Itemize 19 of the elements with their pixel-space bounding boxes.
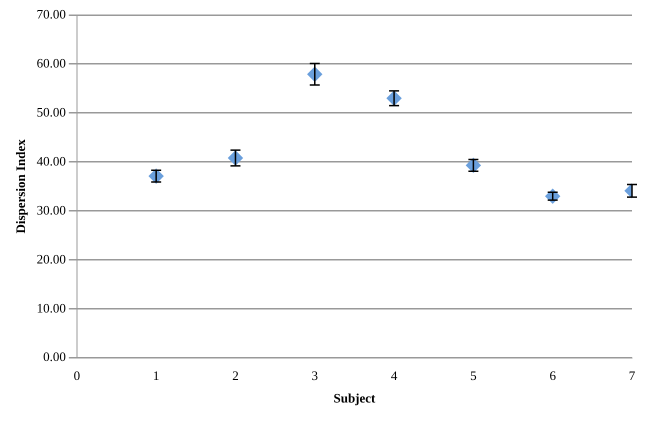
x-tick-label: 6 (549, 368, 556, 384)
point (545, 188, 560, 204)
y-tick-label: 20.00 (36, 251, 66, 266)
x-tick-label: 0 (74, 368, 80, 384)
y-axis-title: Dispersion Index (13, 138, 28, 234)
x-tick-label: 3 (312, 368, 318, 384)
y-tick-label: 70.00 (36, 6, 66, 22)
y-tick-label: 0.00 (43, 349, 66, 364)
y-tick-label: 60.00 (36, 55, 66, 70)
y-tick-label: 50.00 (36, 104, 66, 120)
x-tick-label: 4 (390, 368, 398, 384)
x-tick-label: 5 (470, 368, 477, 384)
y-tick-label: 10.00 (36, 300, 66, 316)
x-tick-label: 7 (628, 368, 636, 384)
y-tick-label: 40.00 (36, 153, 66, 168)
y-tick-label: 30.00 (36, 202, 66, 218)
x-tick-label: 1 (152, 368, 160, 384)
x-axis-title: Subject (333, 390, 376, 406)
x-tick-label: 2 (232, 368, 239, 384)
